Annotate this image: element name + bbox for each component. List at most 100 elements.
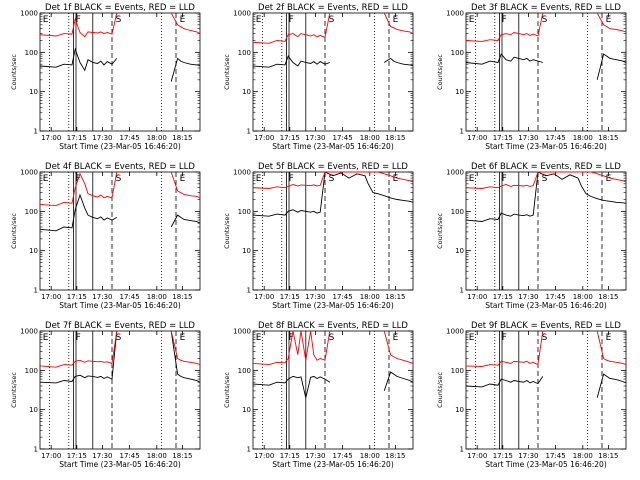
events-series-line	[465, 373, 627, 398]
event-marker: E	[43, 174, 49, 184]
chart-title: Det 7f BLACK = Events, RED = LLD	[45, 321, 195, 331]
y-tick-label: 1000	[446, 328, 464, 336]
event-marker: E	[256, 333, 262, 343]
plot-frame	[465, 12, 627, 132]
event-marker: S	[116, 333, 122, 343]
x-tick-label: 18:00	[573, 134, 593, 142]
x-tick-label: 17:15	[493, 452, 513, 460]
x-tick-label: 18:00	[147, 452, 167, 460]
event-marker: S	[542, 333, 548, 343]
y-tick-label: 100	[451, 367, 464, 375]
y-tick-label: 10	[242, 247, 251, 255]
events-series-line	[39, 330, 201, 384]
y-tick-label: 10	[455, 406, 464, 414]
lld-series-line	[39, 171, 201, 207]
event-marker: F	[76, 333, 81, 343]
x-tick-label: 17:30	[518, 293, 538, 301]
event-marker: E	[256, 174, 262, 184]
x-axis-label: Start Time (23-Mar-05 16:46:20)	[59, 460, 181, 469]
x-axis-label: Start Time (23-Mar-05 16:46:20)	[272, 460, 394, 469]
y-tick-label: 1000	[446, 169, 464, 177]
y-tick-label: 10	[29, 406, 38, 414]
x-axis-label: Start Time (23-Mar-05 16:46:20)	[485, 301, 607, 310]
chart-title: Det 9f BLACK = Events, RED = LLD	[471, 321, 621, 331]
x-tick-label: 17:45	[546, 293, 566, 301]
event-marker: S	[329, 15, 335, 25]
lld-series-line	[39, 330, 201, 368]
y-axis-label: Counts/sec	[436, 54, 444, 90]
plot-frame	[39, 171, 201, 291]
lld-series-line	[252, 171, 414, 189]
y-tick-label: 1000	[233, 10, 251, 18]
x-tick-label: 17:30	[305, 293, 325, 301]
y-tick-label: 100	[238, 367, 251, 375]
y-tick-label: 1000	[20, 10, 38, 18]
x-tick-label: 17:15	[493, 134, 513, 142]
x-axis-label: Start Time (23-Mar-05 16:46:20)	[485, 142, 607, 151]
y-tick-label: 1000	[20, 328, 38, 336]
events-series-line	[39, 47, 201, 82]
x-tick-label: 18:00	[147, 134, 167, 142]
x-tick-label: 17:45	[333, 134, 353, 142]
x-tick-label: 18:15	[385, 293, 405, 301]
x-tick-label: 17:00	[254, 293, 274, 301]
y-tick-label: 1	[460, 446, 464, 454]
chart-title: Det 5f BLACK = Events, RED = LLD	[258, 162, 408, 172]
event-marker: E	[43, 15, 49, 25]
x-tick-label: 17:30	[518, 134, 538, 142]
y-tick-label: 1	[460, 287, 464, 295]
event-marker: E	[180, 174, 186, 184]
lld-series-line	[252, 12, 414, 44]
x-tick-label: 17:15	[67, 134, 87, 142]
events-series-line	[252, 55, 414, 68]
x-tick-label: 18:00	[360, 452, 380, 460]
x-tick-label: 17:00	[41, 134, 61, 142]
y-tick-label: 1000	[233, 328, 251, 336]
x-tick-label: 17:30	[92, 452, 112, 460]
x-tick-label: 18:00	[360, 134, 380, 142]
x-tick-label: 18:00	[573, 452, 593, 460]
event-marker: E	[43, 333, 49, 343]
x-tick-label: 17:45	[546, 452, 566, 460]
plot-frame	[252, 330, 414, 450]
event-marker: E	[256, 15, 262, 25]
x-tick-label: 17:15	[67, 452, 87, 460]
y-tick-label: 100	[25, 367, 38, 375]
x-tick-label: 17:45	[120, 293, 140, 301]
y-tick-label: 1	[34, 446, 38, 454]
x-tick-label: 17:00	[41, 293, 61, 301]
y-tick-label: 1	[34, 287, 38, 295]
y-tick-label: 100	[238, 49, 251, 57]
x-tick-label: 18:15	[598, 452, 618, 460]
y-axis-label: Counts/sec	[436, 372, 444, 408]
x-tick-label: 17:30	[305, 452, 325, 460]
x-tick-label: 17:00	[467, 293, 487, 301]
lld-series-line	[465, 12, 627, 42]
event-marker: F	[289, 333, 294, 343]
x-tick-label: 17:00	[41, 452, 61, 460]
y-tick-label: 1000	[233, 169, 251, 177]
event-marker: S	[116, 15, 122, 25]
event-marker: E	[393, 333, 399, 343]
plot-frame	[39, 12, 201, 132]
chart-panel: Det 9f BLACK = Events, RED = LLD 1 10 100 10…	[436, 321, 627, 469]
plot-frame	[252, 12, 414, 132]
x-tick-label: 18:15	[598, 134, 618, 142]
event-marker: F	[76, 15, 81, 25]
y-tick-label: 100	[451, 49, 464, 57]
chart-panel: Det 1f BLACK = Events, RED = LLD 1 10 100 10…	[10, 3, 201, 151]
y-axis-label: Counts/sec	[223, 372, 231, 408]
chart-title: Det 2f BLACK = Events, RED = LLD	[258, 3, 408, 13]
y-tick-label: 1	[34, 128, 38, 136]
y-tick-label: 100	[25, 208, 38, 216]
lld-series-line	[39, 12, 201, 38]
y-tick-label: 1000	[20, 169, 38, 177]
lld-series-line	[465, 171, 627, 189]
y-tick-label: 1	[247, 287, 251, 295]
events-series-line	[465, 53, 627, 80]
x-tick-label: 17:00	[467, 452, 487, 460]
events-series-line	[252, 371, 414, 398]
y-tick-label: 1	[247, 446, 251, 454]
y-axis-label: Counts/sec	[436, 213, 444, 249]
